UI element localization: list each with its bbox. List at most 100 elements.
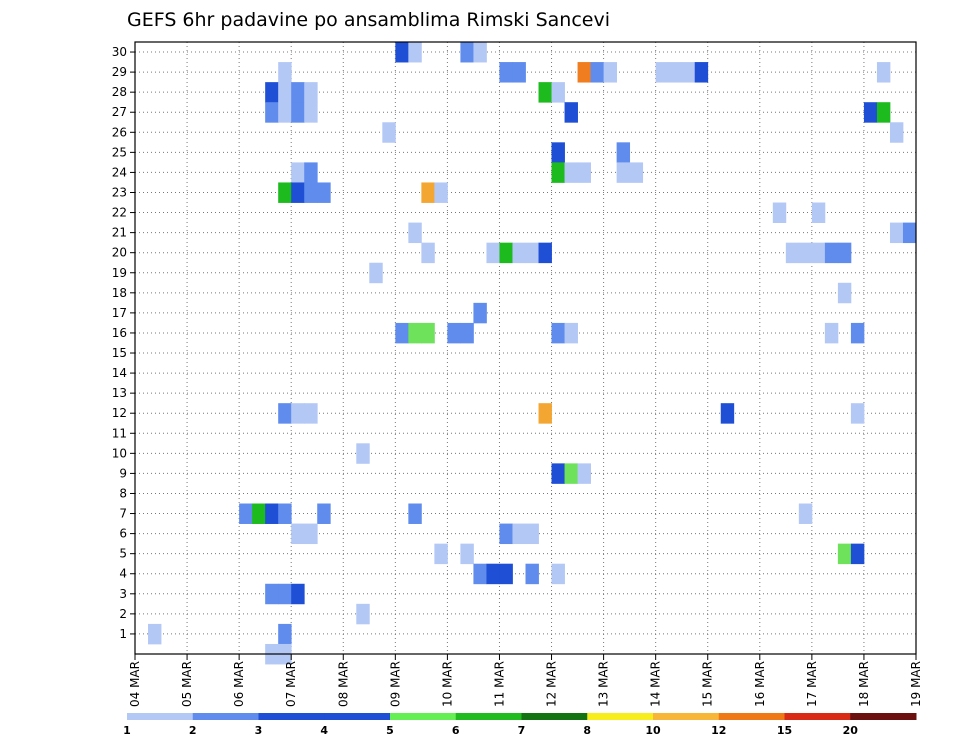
precip-cell (278, 583, 292, 605)
precip-cell (369, 262, 383, 284)
y-tick-label: 6 (119, 527, 127, 541)
x-tick-label: 05 MAR (180, 661, 194, 707)
precip-cell (876, 62, 891, 83)
precip-cell (902, 222, 917, 244)
y-tick-label: 27 (112, 105, 127, 119)
y-tick-label: 25 (112, 145, 127, 159)
precip-cell (408, 503, 422, 524)
x-tick-label: 13 MAR (597, 661, 611, 707)
precip-cell (304, 82, 318, 103)
precip-cell (278, 403, 292, 424)
precip-cell (694, 62, 709, 83)
precip-cell (304, 523, 318, 545)
precip-cell (876, 102, 891, 123)
x-tick-label: 19 MAR (909, 661, 923, 707)
precip-cell (551, 463, 565, 484)
y-tick-label: 26 (112, 125, 127, 139)
y-tick-label: 15 (112, 346, 127, 360)
precip-cell (824, 242, 839, 264)
precip-cell (421, 182, 435, 203)
precip-cell (265, 82, 279, 103)
precip-cell (317, 503, 331, 524)
x-tick-label: 12 MAR (545, 661, 559, 707)
precip-cell (616, 142, 631, 163)
precip-cell (252, 503, 266, 524)
y-tick-label: 10 (112, 446, 127, 460)
y-tick-label: 28 (112, 85, 127, 99)
y-tick-label: 5 (119, 547, 127, 561)
precip-cell (447, 322, 461, 344)
precip-cell (811, 242, 826, 264)
x-axis: 04 MAR 05 MAR 06 MAR 07 MAR 08 MAR 09 MAR 10 M… (128, 654, 923, 707)
x-tick-label: 09 MAR (388, 661, 402, 707)
y-tick-label: 18 (112, 286, 127, 300)
legend-label: 6 (452, 724, 460, 737)
legend-swatch (127, 713, 194, 720)
y-tick-label: 4 (119, 567, 127, 581)
precip-cell (356, 443, 370, 464)
precip-cell (408, 222, 422, 244)
precip-cell (460, 543, 474, 565)
legend-swatch (258, 713, 325, 720)
precip-cell (551, 142, 565, 163)
precip-cell (291, 583, 305, 605)
precip-cell (551, 162, 565, 183)
precip-cell (265, 503, 279, 524)
precip-cell (499, 242, 513, 264)
precip-cell (356, 603, 370, 625)
precip-cell (291, 82, 305, 103)
legend-label: 12 (711, 724, 726, 737)
y-tick-label: 21 (112, 226, 127, 240)
x-tick-label: 15 MAR (701, 661, 715, 707)
precip-cell (551, 82, 565, 103)
legend-label: 3 (255, 724, 263, 737)
precip-cell (499, 563, 513, 585)
y-tick-label: 11 (112, 426, 127, 440)
precip-cell (551, 322, 565, 344)
precip-cell (304, 403, 318, 424)
y-tick-label: 1 (119, 627, 127, 641)
x-tick-label: 14 MAR (649, 661, 663, 707)
precip-cell (837, 282, 852, 304)
precip-cell (525, 563, 539, 585)
precip-cell (538, 403, 552, 424)
precip-cell (577, 463, 591, 484)
precip-cell (265, 102, 279, 123)
precip-cell (512, 523, 526, 545)
precip-cell (408, 42, 422, 63)
precip-cell (590, 62, 604, 83)
precip-cell (395, 42, 409, 63)
precip-cell (278, 62, 292, 83)
precip-cell (551, 563, 565, 585)
y-tick-label: 2 (119, 607, 127, 621)
precip-cell (291, 182, 305, 203)
y-tick-label: 9 (119, 466, 127, 480)
y-tick-label: 3 (119, 587, 127, 601)
legend-swatch (324, 713, 391, 720)
legend-swatch (653, 713, 720, 720)
precip-cell (811, 202, 826, 223)
precip-cell (655, 62, 670, 83)
precip-cell (304, 102, 318, 123)
precip-cell (837, 242, 852, 264)
precip-cell (304, 162, 318, 183)
y-tick-label: 13 (112, 386, 127, 400)
grid (134, 42, 917, 654)
x-tick-label: 11 MAR (492, 661, 506, 707)
precip-cell (850, 543, 865, 565)
precip-cell (278, 503, 292, 524)
y-tick-label: 22 (112, 206, 127, 220)
precip-cell (278, 82, 292, 103)
legend-swatch (587, 713, 654, 720)
precip-cell (421, 322, 435, 344)
precip-cell (512, 242, 526, 264)
precip-cell (460, 322, 474, 344)
precip-cell (681, 62, 696, 83)
precip-cell (824, 322, 839, 344)
y-axis: 1234567891011121314151617181920212223242… (112, 45, 135, 641)
precip-cell (473, 42, 487, 63)
precip-cell (538, 82, 552, 103)
precip-cell (265, 583, 279, 605)
legend-swatch (850, 713, 917, 720)
x-tick-label: 10 MAR (440, 661, 454, 707)
